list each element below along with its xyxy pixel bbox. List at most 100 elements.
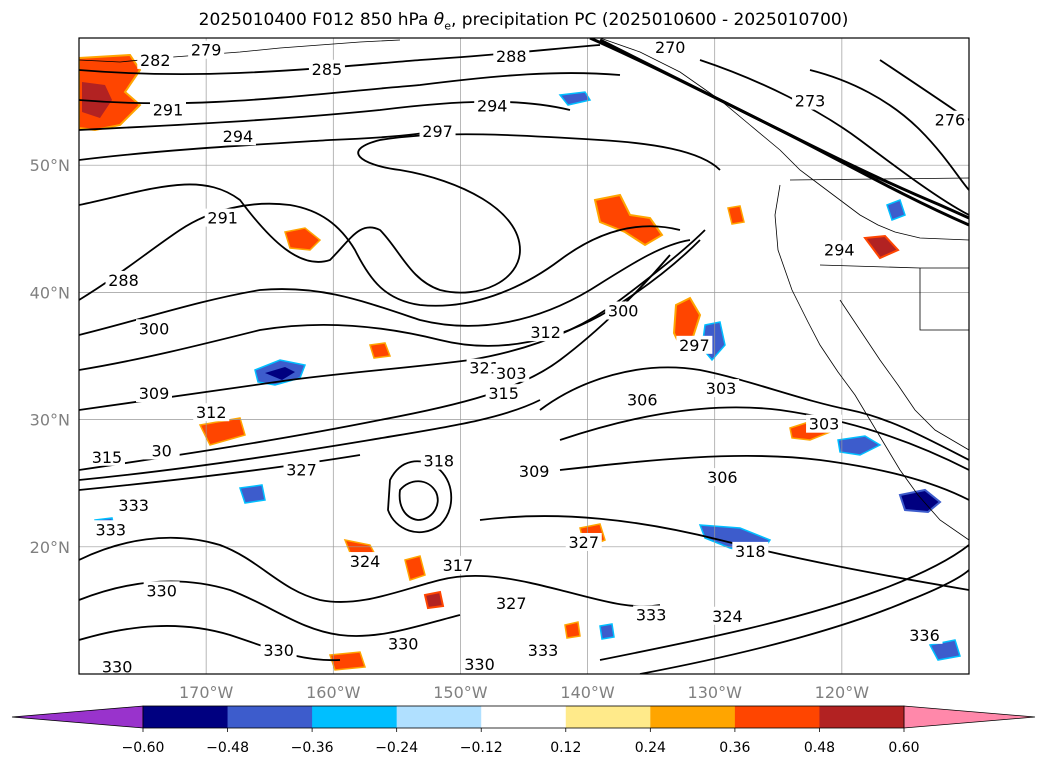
contour-label: 282 <box>140 51 171 70</box>
contour-label-bg <box>347 552 384 571</box>
contour-label: 288 <box>496 47 527 66</box>
contour-label-bg <box>137 50 174 69</box>
colorbar-tick-label: 0.36 <box>719 740 750 756</box>
contour-label-bg <box>88 447 125 466</box>
contour-label: 291 <box>207 209 238 228</box>
contour-label: 318 <box>424 452 455 471</box>
precip-patch <box>284 227 322 251</box>
contour-label: 330 <box>464 655 495 674</box>
contour-label-bg <box>150 100 186 119</box>
contour-label-bg <box>105 270 142 289</box>
contour-label: 312 <box>530 323 561 342</box>
contour-label-bg <box>704 468 741 487</box>
contour-line <box>599 38 969 227</box>
precip-patch <box>423 590 445 610</box>
contour-label-bg <box>188 40 225 59</box>
colorbar-segment <box>481 706 567 728</box>
precip-patch <box>837 435 882 456</box>
figure-title: 2025010400 F012 850 hPa θe, precipitatio… <box>198 10 849 33</box>
contour-label: 315 <box>488 384 519 403</box>
contour-label-bg <box>931 110 968 129</box>
contour-label-bg <box>525 641 562 660</box>
precip-patch <box>369 342 392 359</box>
contour-label: 288 <box>108 271 139 290</box>
longitude-labels: 170°W 160°W 150°W 140°W 130°W 120°W <box>179 683 869 702</box>
colorbar-segment <box>734 706 820 728</box>
contour-label-bg <box>420 451 457 470</box>
contour-line <box>79 536 661 608</box>
contour-label-bg <box>493 47 530 66</box>
contour-label: 333 <box>118 496 149 515</box>
contour-label: 294 <box>223 127 254 146</box>
colorbar-tick-label: −0.12 <box>460 740 503 756</box>
contour-label: 324 <box>350 552 381 571</box>
coastline <box>599 38 969 241</box>
contour-label-bg <box>624 390 661 409</box>
contour-label-bg <box>143 441 180 460</box>
precip-patch <box>898 488 942 514</box>
precip-patch <box>558 91 592 106</box>
map-area: 279 282 285 288 270 291 294 294 297 273 276 291 288 3… <box>79 38 969 674</box>
precip-patch <box>239 484 266 504</box>
contour-line <box>79 202 681 307</box>
colorbar-segment <box>143 706 229 728</box>
contour-label: 317 <box>443 556 474 575</box>
contour-label: 30 <box>151 441 171 460</box>
latitude-labels: 50°N 40°N 30°N 20°N <box>30 156 70 557</box>
contour-label-bg <box>461 655 498 674</box>
contour-label-bg <box>565 532 602 551</box>
contour-label: 294 <box>477 97 508 116</box>
contour-label: 276 <box>935 111 966 130</box>
colorbar-extend-high <box>903 705 1036 729</box>
precip-patch <box>727 205 745 225</box>
contour-label: 327 <box>496 594 527 613</box>
precip-patch <box>928 639 961 661</box>
contour-line <box>479 515 969 591</box>
contour-line <box>559 406 969 471</box>
contour-labels: 279 282 285 288 270 291 294 294 297 273 276 291 288 3… <box>88 38 968 674</box>
lon-tick-label: 150°W <box>433 683 488 702</box>
colorbar-segment <box>312 706 398 728</box>
contour-label-bg <box>260 641 297 660</box>
contour-label: 333 <box>636 605 667 624</box>
contour-label-bg <box>283 460 320 479</box>
coastline <box>839 299 969 451</box>
precip-patch <box>863 234 900 260</box>
colorbar-segment <box>819 706 905 728</box>
lon-tick-label: 170°W <box>179 683 234 702</box>
contour-label: 297 <box>679 336 710 355</box>
map-frame <box>78 37 970 675</box>
precip-patch <box>564 621 581 639</box>
contour-label-bg <box>485 384 522 403</box>
contour-label-bg <box>99 657 136 674</box>
contour-label: 312 <box>196 403 227 422</box>
contour-line <box>79 239 691 336</box>
contour-label-bg <box>709 606 746 625</box>
contour-line <box>639 569 969 674</box>
contour-label-bg <box>732 541 769 560</box>
contour-label-bg <box>792 91 829 110</box>
precip-patch <box>265 367 295 380</box>
contour-label-bg <box>516 461 553 480</box>
contour-label-bg <box>493 594 530 613</box>
colorbar-segment <box>227 706 313 728</box>
lon-tick-label: 160°W <box>306 683 361 702</box>
contour-label: 303 <box>706 379 737 398</box>
colorbar-tick-label: 0.48 <box>804 740 835 756</box>
contour-label: 303 <box>809 415 840 434</box>
colorbar-segment <box>565 706 651 728</box>
contour-label-bg <box>906 625 943 644</box>
contour-label: 330 <box>146 581 177 600</box>
coastline <box>774 184 969 541</box>
contour-label: 318 <box>735 542 766 561</box>
contour-label-bg <box>385 634 422 653</box>
contour-label-bg <box>703 379 740 398</box>
colorbar-tick-label: −0.48 <box>206 740 249 756</box>
colorbar-frame <box>142 705 905 729</box>
lat-tick-label: 20°N <box>30 538 70 557</box>
colorbar-tick-label: 0.12 <box>550 740 581 756</box>
contour-label-bg <box>115 496 152 515</box>
contour-label: 306 <box>627 391 658 410</box>
contour-line <box>599 544 969 661</box>
